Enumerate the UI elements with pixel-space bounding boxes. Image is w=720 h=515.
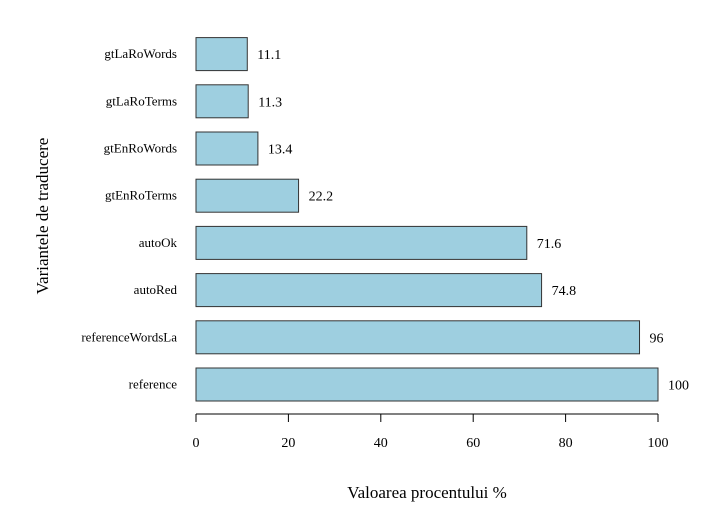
category-label-gtLaRoWords: gtLaRoWords [104,46,177,61]
x-tick-label-0: 0 [193,436,200,451]
category-label-autoRed: autoRed [134,282,178,297]
value-label-autoOk: 71.6 [537,237,562,252]
value-label-reference: 100 [668,379,689,394]
category-label-gtEnRoWords: gtEnRoWords [104,141,177,156]
value-label-referenceWordsLa: 96 [650,331,664,346]
bar-autoRed [195,273,543,308]
value-label-gtLaRoTerms: 11.3 [258,95,282,110]
y-axis-title: Variantele de traducere [33,138,52,295]
bar-gtEnRoWords [195,131,259,166]
bar-autoOk [195,225,528,260]
value-label-gtEnRoTerms: 22.2 [309,190,334,205]
category-label-referenceWordsLa: referenceWordsLa [81,329,177,344]
category-label-autoOk: autoOk [139,235,178,250]
value-label-gtEnRoWords: 13.4 [268,143,293,158]
category-label-gtEnRoTerms: gtEnRoTerms [105,188,177,203]
bar-gtLaRoTerms [195,84,249,119]
bar-referenceWordsLa [195,320,641,355]
value-labels: 100 96 74.8 71.6 22.2 13.4 11.3 11.1 [257,48,689,393]
value-label-autoRed: 74.8 [552,284,577,299]
x-axis: 0 20 40 60 80 100 [193,413,669,451]
category-label-reference: reference [129,377,178,392]
bar-gtEnRoTerms [195,178,300,213]
category-label-gtLaRoTerms: gtLaRoTerms [106,93,177,108]
x-tick-label-60: 60 [466,436,480,451]
bar-gtLaRoWords [195,37,248,72]
x-tick-label-40: 40 [374,436,388,451]
x-tick-label-100: 100 [648,436,669,451]
x-tick-label-20: 20 [281,436,295,451]
bar-reference [195,367,659,402]
value-label-gtLaRoWords: 11.1 [257,48,281,63]
category-labels: reference referenceWordsLa autoRed autoOk gt… [81,46,177,391]
x-tick-label-80: 80 [559,436,573,451]
bars-group [195,37,659,402]
x-axis-title: Valoarea procentului % [347,483,507,502]
